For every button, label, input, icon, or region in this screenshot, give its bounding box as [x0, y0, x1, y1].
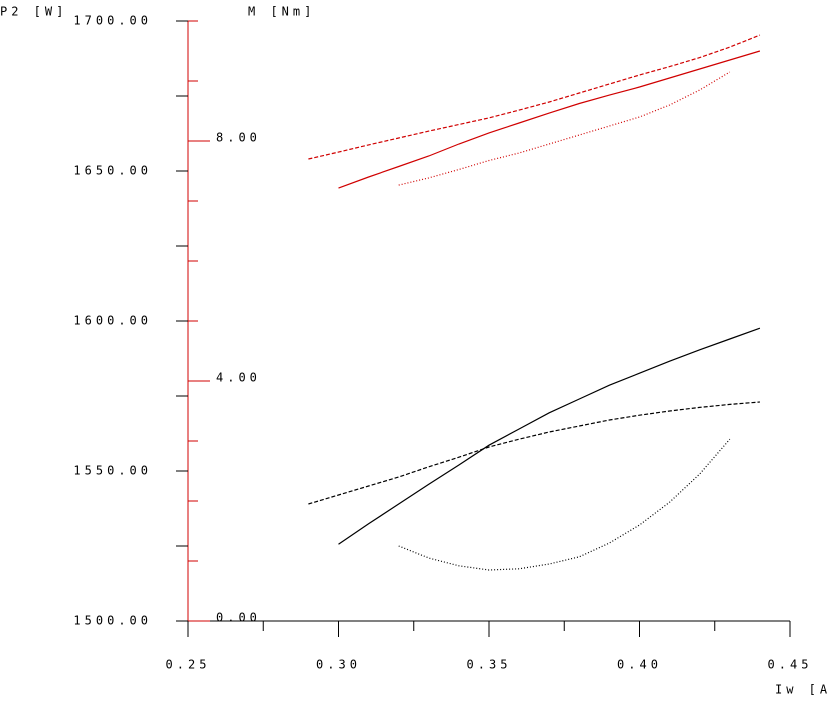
series-line	[308, 401, 760, 505]
series-line	[398, 438, 731, 571]
series-line	[338, 50, 761, 189]
y-tick-label: 1600.00	[73, 314, 152, 328]
y2-tick-label: 4.00	[216, 371, 261, 385]
series-line	[308, 34, 761, 160]
y-tick-label: 1550.00	[73, 464, 152, 478]
y-tick-label: 1700.00	[73, 14, 152, 28]
x-tick-label: 0.25	[166, 658, 211, 672]
y-tick-label: 1650.00	[73, 164, 152, 178]
y2-tick-label: 8.00	[216, 131, 261, 145]
series-line	[398, 71, 731, 186]
y2-tick-label: 0.00	[216, 611, 261, 625]
x-tick-label: 0.45	[768, 658, 813, 672]
series-line	[338, 327, 761, 545]
y-axis-label: P2 [W]	[0, 5, 67, 19]
y-tick-label: 1500.00	[73, 614, 152, 628]
y2-axis-label: M [Nm]	[248, 5, 315, 19]
x-tick-label: 0.30	[316, 658, 361, 672]
x-tick-label: 0.40	[617, 658, 662, 672]
x-axis-label: Iw [A]	[775, 683, 829, 697]
x-tick-label: 0.35	[467, 658, 512, 672]
